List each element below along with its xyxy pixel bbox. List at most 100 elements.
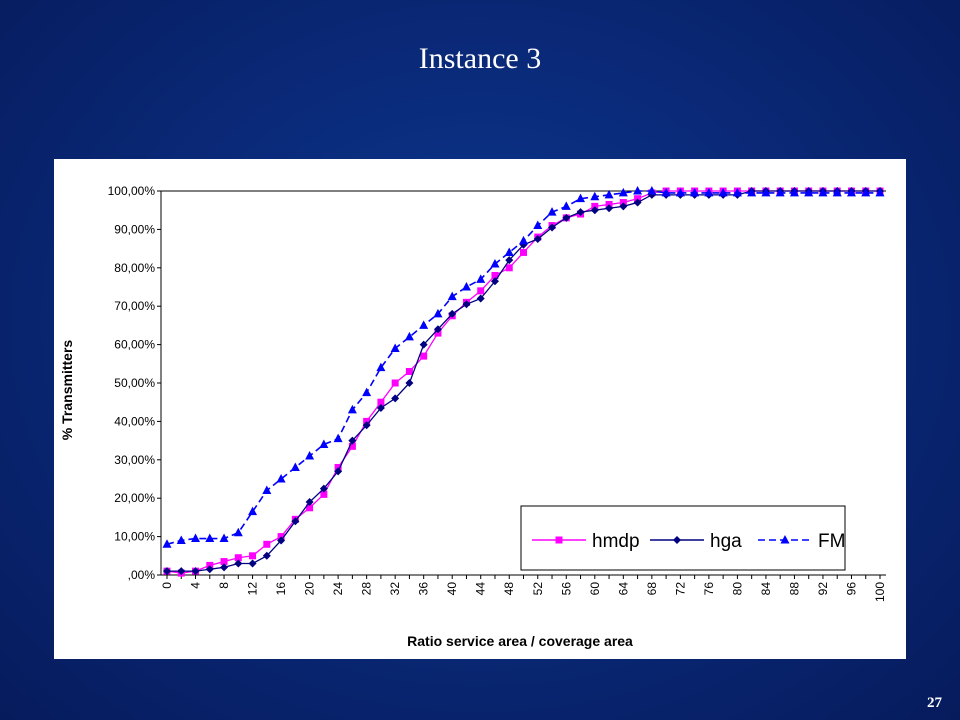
point-fm <box>176 535 186 544</box>
y-tick-label: 90,00% <box>114 222 155 236</box>
point-hmdp <box>477 287 485 295</box>
point-fm <box>561 201 571 210</box>
x-tick-label: 52 <box>531 582 545 596</box>
point-hga <box>576 208 585 217</box>
point-hga <box>177 567 186 576</box>
point-hga <box>291 517 300 526</box>
point-fm <box>519 235 528 245</box>
point-fm <box>476 274 486 283</box>
point-fm <box>376 362 386 372</box>
y-tick-label: 70,00% <box>114 299 155 313</box>
x-tick-labels: 0 4 8 12 16 20 24 28 32 36 40 44 48 52 56 60 64 68 72 76 80 8… <box>160 582 887 602</box>
axes <box>157 190 886 579</box>
point-hga <box>376 403 385 412</box>
x-tick-label: 96 <box>844 582 858 596</box>
x-tick-label: 44 <box>474 582 488 596</box>
point-fm <box>233 527 243 537</box>
x-tick-label: 56 <box>559 582 573 596</box>
point-hmdp <box>320 490 328 498</box>
point-hga <box>277 536 286 545</box>
point-hga <box>533 235 542 243</box>
point-hmdp <box>377 398 385 406</box>
x-tick-label: 60 <box>588 582 602 596</box>
point-fm <box>604 189 614 199</box>
point-fm <box>647 186 657 195</box>
point-fm <box>633 186 643 195</box>
point-fm <box>618 187 628 197</box>
point-fm <box>818 187 828 197</box>
legend-marker-hga <box>673 536 681 544</box>
x-tick-label: 16 <box>274 582 288 596</box>
point-hga <box>191 567 200 576</box>
point-fm <box>333 433 343 443</box>
point-hga <box>505 256 514 265</box>
point-fm <box>846 187 856 197</box>
series-fm <box>162 186 885 548</box>
x-tick-label: 92 <box>816 582 830 596</box>
x-tick-label: 0 <box>160 582 174 589</box>
y-tick-label: 80,00% <box>114 261 155 275</box>
x-axis-label: Ratio service area / coverage area <box>407 633 633 649</box>
point-fm <box>290 462 300 471</box>
point-fm <box>347 404 357 414</box>
point-fm <box>718 187 728 197</box>
x-tick-label: 80 <box>730 582 744 596</box>
y-tick-label: 50,00% <box>114 376 155 390</box>
point-fm <box>775 187 785 197</box>
point-hga <box>490 277 499 286</box>
point-fm <box>461 282 471 291</box>
y-tick-label: 30,00% <box>114 453 155 467</box>
y-tick-label: 20,00% <box>114 491 155 505</box>
point-hmdp <box>249 552 257 560</box>
point-hga <box>590 206 599 215</box>
x-tick-label: 40 <box>445 582 459 596</box>
point-hmdp <box>220 558 228 566</box>
point-fm <box>276 474 286 483</box>
point-fm <box>219 533 229 543</box>
point-fm <box>362 387 372 397</box>
legend-marker-fm <box>780 535 790 544</box>
point-hmdp <box>420 352 428 360</box>
point-hga <box>448 309 457 318</box>
point-fm <box>590 191 600 201</box>
x-tick-label: 68 <box>645 582 659 596</box>
page-number: 27 <box>927 695 942 711</box>
y-tick-label: 10,00% <box>114 530 155 544</box>
point-hga <box>405 379 414 387</box>
x-tick-label: 76 <box>702 582 716 596</box>
x-tick-label: 20 <box>303 582 317 596</box>
point-hga <box>248 559 257 568</box>
y-tick-label: 40,00% <box>114 414 155 428</box>
point-fm <box>789 187 799 197</box>
x-tick-label: 72 <box>673 582 687 596</box>
point-hga <box>548 223 557 232</box>
y-tick-labels: ,00% 10,00% 20,00% 30,00% 40,00% 50,00% 60,00%… <box>108 184 156 582</box>
x-tick-label: 48 <box>502 582 516 596</box>
point-fm <box>747 187 757 197</box>
y-tick-label: 100,00% <box>108 184 156 198</box>
point-fm <box>447 291 457 301</box>
point-hga <box>419 340 428 349</box>
legend-label-hmdp: hmdp <box>592 531 640 552</box>
point-fm <box>205 533 215 543</box>
point-hga <box>334 467 343 476</box>
point-fm <box>404 331 414 341</box>
point-fm <box>804 187 814 197</box>
point-hga <box>319 484 328 493</box>
point-fm <box>504 247 514 256</box>
point-fm <box>875 187 885 197</box>
point-fm <box>832 187 842 197</box>
x-tick-label: 12 <box>246 582 260 596</box>
x-tick-label: 32 <box>388 582 402 596</box>
point-fm <box>490 258 500 268</box>
x-tick-label: 8 <box>217 582 231 589</box>
point-fm <box>433 308 443 318</box>
x-tick-label: 100 <box>873 582 887 602</box>
series-lines <box>162 186 885 577</box>
point-hga <box>433 325 442 334</box>
point-hga <box>262 551 271 560</box>
point-hga <box>163 567 171 576</box>
x-tick-label: 64 <box>616 582 630 596</box>
point-fm <box>576 193 586 203</box>
x-tick-label: 4 <box>189 582 203 589</box>
